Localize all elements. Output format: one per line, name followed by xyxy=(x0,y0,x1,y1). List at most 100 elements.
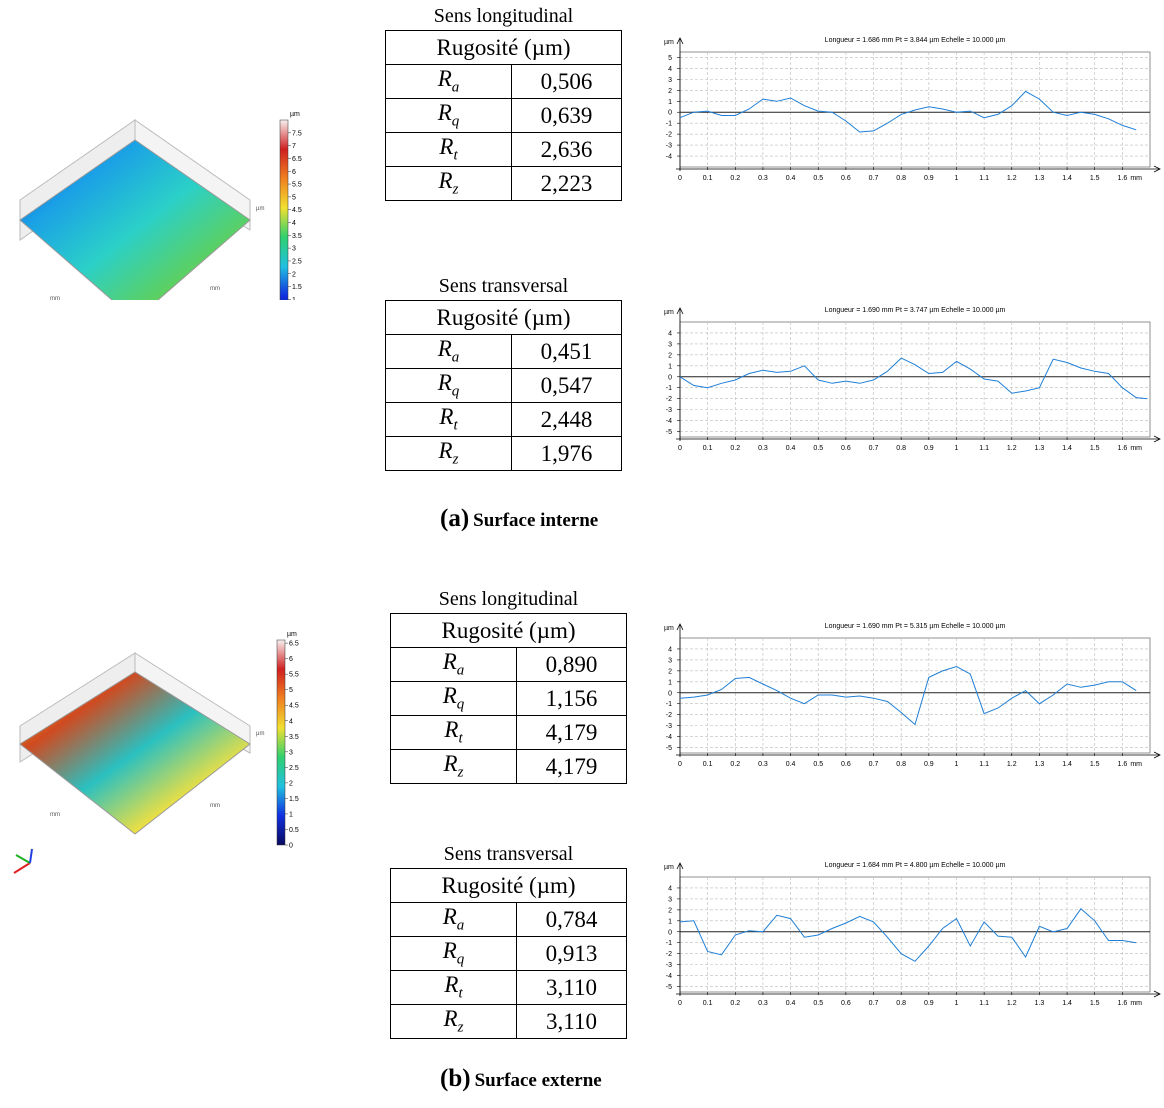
value: 0,506 xyxy=(512,65,622,99)
surface xyxy=(20,140,250,300)
y-tick-label: 3 xyxy=(668,896,672,903)
colorbar-tick-label: 3 xyxy=(289,749,293,756)
table-header: Rugosité (µm) xyxy=(386,31,622,65)
header-row: Rugosité (µm) xyxy=(386,31,622,65)
y-tick-label: -4 xyxy=(666,154,672,161)
x-tick-label: 0.9 xyxy=(924,761,934,768)
y-label: µm xyxy=(664,39,674,46)
colorbar-tick-label: 4 xyxy=(289,718,293,725)
header-row: Rugosité (µm) xyxy=(391,614,627,648)
x-tick-label: 0.2 xyxy=(730,175,740,182)
symbol: R xyxy=(439,134,453,159)
x-tick-label: 1.4 xyxy=(1062,761,1072,768)
colorbar-tick-label: 6 xyxy=(289,656,293,663)
y-tick-label: 2 xyxy=(668,668,672,675)
parameter: Rz xyxy=(386,437,512,471)
caption-text: Surface interne xyxy=(473,510,598,531)
x-tick-label: 1.5 xyxy=(1090,1000,1100,1007)
x-tick-label: 1.1 xyxy=(979,761,989,768)
y-tick-label: 2 xyxy=(668,88,672,95)
surface xyxy=(20,672,250,834)
x-tick-label: 1 xyxy=(955,761,959,768)
roughness-table: Rugosité (µm)Ra0,784Rq0,913Rt3,110Rz3,11… xyxy=(390,868,627,1039)
subscript-text: t xyxy=(458,731,462,747)
value: 2,223 xyxy=(512,167,622,201)
colorbar-tick-label: 3.5 xyxy=(289,734,299,741)
y-tick-label: 2 xyxy=(668,907,672,914)
symbol: R xyxy=(438,100,452,125)
parameter: Rz xyxy=(386,167,512,201)
x-tick-label: 0 xyxy=(678,175,682,182)
gizmo-x xyxy=(14,863,30,873)
subscript: q xyxy=(457,952,465,968)
symbol: R xyxy=(443,938,457,963)
subscript-text: q xyxy=(457,952,465,968)
x-tick-label: 1.2 xyxy=(1007,175,1017,182)
subscript-text: t xyxy=(453,418,457,434)
parameter: Ra xyxy=(391,903,517,937)
x-tick-label: 0.5 xyxy=(813,761,823,768)
parameter: Rt xyxy=(391,716,517,750)
y-tick-label: -4 xyxy=(666,418,672,425)
subscript: q xyxy=(457,697,465,713)
x-tick-label: 1.5 xyxy=(1090,175,1100,182)
caption: (b) Surface externe xyxy=(440,1065,602,1093)
x-tick-label: 1 xyxy=(955,445,959,452)
subscript-text: z xyxy=(458,1020,464,1036)
value: 4,179 xyxy=(517,750,627,784)
caption-letter: (b) xyxy=(440,1065,471,1092)
chart-title: Longueur = 1.690 mm Pt = 5.315 µm Echell… xyxy=(825,623,1006,630)
y-tick-label: 5 xyxy=(668,55,672,62)
figure: mmmmµmµm00.511.522.533.544.555.566.577.5… xyxy=(0,0,1164,1108)
subscript: q xyxy=(452,114,460,130)
y-tick-label: -2 xyxy=(666,132,672,139)
x-tick-label: 0.3 xyxy=(758,175,768,182)
x-tick-label: 0.3 xyxy=(758,761,768,768)
chart-title: Longueur = 1.686 mm Pt = 3.844 µm Echell… xyxy=(825,37,1006,44)
value: 3,110 xyxy=(517,1005,627,1039)
caption-letter: (a) xyxy=(440,505,469,532)
y-tick-label: -5 xyxy=(666,745,672,752)
colorbar-tick-label: 2.5 xyxy=(292,258,302,265)
parameter: Rq xyxy=(391,937,517,971)
y-tick-label: 1 xyxy=(668,99,672,106)
x-tick-label: 0.2 xyxy=(730,761,740,768)
symbol: R xyxy=(439,404,453,429)
parameter: Rq xyxy=(386,369,512,403)
symbol: R xyxy=(444,972,458,997)
axis-label: µm xyxy=(256,731,264,737)
x-tick-label: 0.4 xyxy=(786,761,796,768)
x-unit: mm xyxy=(1130,445,1142,452)
table-row: Rq1,156 xyxy=(391,682,627,716)
plot-frame xyxy=(680,638,1150,753)
y-tick-label: 4 xyxy=(668,66,672,73)
table-row: Ra0,451 xyxy=(386,335,622,369)
y-tick-label: 4 xyxy=(668,885,672,892)
x-tick-label: 1.4 xyxy=(1062,175,1072,182)
x-unit: mm xyxy=(1130,175,1142,182)
symbol: R xyxy=(439,168,453,193)
colorbar-tick-label: 1 xyxy=(289,811,293,818)
y-tick-label: -3 xyxy=(666,143,672,150)
x-tick-label: 0.3 xyxy=(758,1000,768,1007)
x-tick-label: 1.4 xyxy=(1062,1000,1072,1007)
subscript-text: a xyxy=(452,350,460,366)
colorbar-unit: µm xyxy=(290,111,300,118)
roughness-table: Rugosité (µm)Ra0,890Rq1,156Rt4,179Rz4,17… xyxy=(390,613,627,784)
x-tick-label: 1.6 xyxy=(1117,1000,1127,1007)
subscript-text: a xyxy=(457,663,465,679)
colorbar-tick-label: 1.5 xyxy=(292,284,302,291)
x-tick-label: 0.8 xyxy=(896,175,906,182)
header-row: Rugosité (µm) xyxy=(386,301,622,335)
gizmo-z xyxy=(30,849,32,863)
profile-chart: Longueur = 1.690 mm Pt = 3.747 µm Echell… xyxy=(638,302,1162,482)
value: 1,156 xyxy=(517,682,627,716)
table-row: Ra0,506 xyxy=(386,65,622,99)
profile-chart: Longueur = 1.690 mm Pt = 5.315 µm Echell… xyxy=(638,618,1162,798)
subscript-text: z xyxy=(453,182,459,198)
subscript: t xyxy=(453,418,457,434)
profile-chart: Longueur = 1.686 mm Pt = 3.844 µm Echell… xyxy=(638,32,1162,212)
y-tick-label: -2 xyxy=(666,951,672,958)
parameter: Rq xyxy=(386,99,512,133)
